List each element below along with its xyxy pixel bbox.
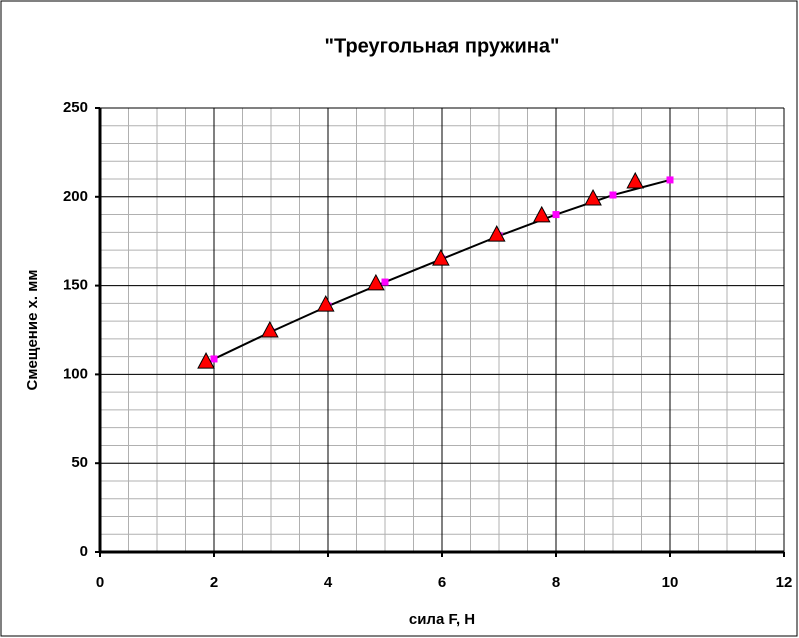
x-tick-label: 10 [662, 574, 679, 591]
triangle-marker [367, 273, 385, 291]
y-tick-label: 50 [71, 454, 88, 471]
x-tick-label: 4 [324, 574, 333, 591]
triangle-marker [316, 295, 335, 312]
triangle-marker [584, 188, 602, 206]
triangle-marker [432, 249, 450, 266]
triangle-marker [532, 205, 551, 223]
y-tick-label: 250 [63, 99, 88, 116]
triangle-marker [261, 320, 279, 338]
square-marker [666, 176, 674, 184]
x-tick-label: 8 [552, 574, 560, 591]
y-tick-label: 100 [63, 365, 88, 382]
triangle-marker [197, 352, 215, 369]
x-axis-label: сила F, Н [409, 611, 475, 628]
square-marker [609, 191, 617, 199]
x-tick-label: 12 [776, 574, 793, 591]
square-marker [552, 211, 560, 219]
triangle-marker [626, 171, 645, 189]
chart-title: "Треугольная пружина" [325, 35, 560, 57]
triangle-marker [487, 225, 506, 242]
square-marker [210, 355, 218, 363]
y-tick-label: 0 [80, 543, 88, 560]
y-tick-label: 150 [63, 277, 88, 294]
x-tick-label: 0 [96, 574, 104, 591]
x-tick-label: 6 [438, 574, 446, 591]
y-axis-label: Смещение x. мм [24, 270, 41, 391]
square-marker [381, 278, 389, 286]
x-tick-label: 2 [210, 574, 218, 591]
y-tick-label: 200 [63, 188, 88, 205]
